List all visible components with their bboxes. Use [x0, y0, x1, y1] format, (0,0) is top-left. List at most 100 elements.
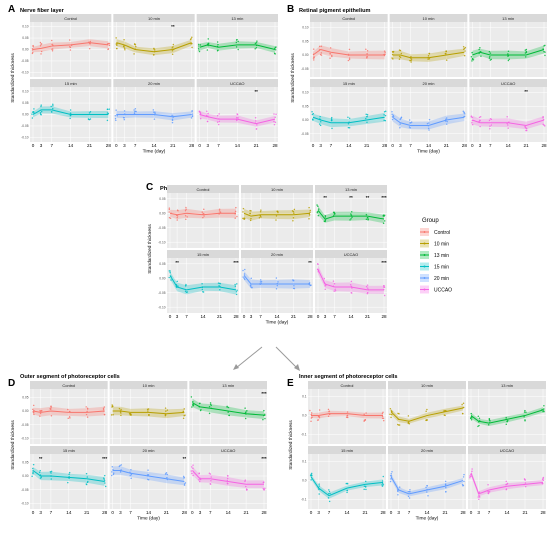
point-e-15-min-4-5: [365, 488, 367, 491]
point-a-uccao-0-4: [199, 111, 202, 113]
point-e-13-min-1-0: [477, 425, 479, 428]
strip-a-13-min: [196, 14, 278, 22]
x-tick-d-uccao-0: 0: [191, 510, 194, 515]
strip-label-d-20-min: 20 min: [142, 448, 154, 453]
legend-title: Group: [422, 218, 439, 224]
point-c-10-min-1-1: [250, 217, 252, 220]
series-line-c-13-min: [317, 210, 385, 220]
point-e-15-min-5-4: [381, 485, 384, 487]
x-tick-a-15-min-1: 3: [40, 143, 43, 148]
point-b-uccao-4-4: [525, 129, 528, 132]
point-d-20-min-0-5: [112, 472, 115, 474]
point-d-uccao-0-2: [192, 464, 194, 466]
point-d-10-min-3-5: [147, 408, 150, 410]
point-d-10-min-4-5: [164, 413, 167, 416]
point-b-uccao-3-1: [506, 116, 508, 118]
x-tick-a-uccao-2: 7: [217, 143, 220, 148]
point-d-control-2-0: [50, 406, 52, 409]
point-e-control-2-0: [327, 408, 330, 411]
strip-e-15-min: [308, 446, 386, 454]
point-b-control-3-0: [348, 57, 351, 59]
point-a-10-min-1-3: [123, 39, 125, 41]
point-b-20-min-3-2: [428, 118, 431, 121]
x-tick-e-15-min-4: 21: [362, 510, 368, 515]
x-tick-a-15-min-5: 28: [106, 143, 112, 148]
facet-c-control: Control 0.05 0.00 -0.05 -0.10: [158, 185, 239, 248]
point-e-20-min-3-4: [426, 491, 428, 493]
y-tick-d-control-2: -0.05: [21, 423, 28, 427]
panel-letter-b: B: [287, 4, 294, 15]
point-a-13-min-2-2: [217, 43, 219, 46]
point-c-control-2-2: [185, 208, 187, 210]
point-b-15-min-1-5: [318, 123, 321, 125]
point-c-13-min-4-5: [367, 218, 369, 220]
point-a-13-min-3-3: [236, 38, 238, 41]
point-c-20-min-3-1: [276, 284, 279, 287]
point-b-13-min-3-4: [507, 53, 509, 55]
point-b-13-min-4-4: [524, 49, 527, 51]
point-d-13-min-2-4: [208, 405, 211, 408]
point-a-control-5-3: [108, 44, 111, 47]
point-a-uccao-5-5: [273, 120, 275, 123]
point-b-10-min-5-5: [463, 48, 465, 50]
point-b-20-min-2-3: [408, 126, 411, 128]
point-c-uccao-2-3: [334, 288, 336, 290]
point-b-20-min-0-2: [391, 113, 393, 115]
strip-label-c-15-min: 15 min: [197, 252, 209, 257]
point-b-control-4-0: [366, 49, 369, 52]
y-tick-c-15-min-1: 0.00: [159, 276, 165, 280]
point-d-15-min-2-2: [50, 470, 53, 473]
series-line-d-control: [32, 410, 105, 413]
point-c-10-min-5-0: [308, 214, 311, 216]
point-c-15-min-4-4: [218, 284, 220, 287]
point-a-15-min-5-4: [108, 108, 110, 110]
ci-band-a-15-min: [33, 106, 109, 119]
point-a-20-min-0-1: [114, 115, 117, 117]
point-d-20-min-1-0: [120, 464, 122, 466]
x-tick-a-uccao-3: 14: [235, 143, 241, 148]
point-d-15-min-1-3: [39, 469, 41, 472]
point-e-10-min-0-4: [390, 413, 393, 416]
point-e-13-min-1-2: [477, 415, 480, 417]
point-c-13-min-0-0: [317, 205, 319, 208]
point-b-10-min-3-1: [427, 58, 429, 60]
point-d-control-2-2: [49, 408, 51, 410]
point-d-uccao-3-3: [226, 477, 229, 480]
x-tick-e-15-min-3: 14: [344, 510, 350, 515]
point-d-13-min-5-5: [264, 417, 266, 420]
x-tick-c-uccao-1: 3: [324, 314, 327, 319]
point-a-20-min-3-3: [152, 109, 155, 111]
point-e-15-min-3-5: [346, 491, 348, 494]
point-a-13-min-4-4: [256, 40, 258, 42]
strip-label-b-13-min: 13 min: [502, 16, 514, 21]
point-b-10-min-1-0: [400, 52, 403, 55]
series-line-e-uccao: [470, 472, 544, 495]
point-a-15-min-2-3: [52, 107, 54, 110]
point-d-control-4-5: [86, 407, 89, 409]
point-b-10-min-5-4: [463, 54, 466, 57]
strip-label-e-15-min: 15 min: [341, 448, 353, 453]
point-b-control-0-4: [312, 48, 315, 50]
point-e-20-min-2-2: [409, 488, 411, 491]
point-b-uccao-1-4: [479, 115, 482, 118]
point-e-20-min-3-3: [426, 485, 429, 487]
sig-label-a-10-min-4: **: [171, 24, 175, 29]
point-b-13-min-1-5: [480, 55, 482, 57]
point-b-10-min-2-4: [410, 55, 412, 58]
point-e-control-0-3: [310, 417, 313, 419]
point-d-15-min-2-5: [49, 471, 52, 473]
point-a-20-min-4-4: [171, 121, 174, 124]
panel-title-b: Retinal pigment epithelium: [299, 8, 371, 14]
point-a-10-min-0-5: [116, 47, 118, 50]
point-c-13-min-5-5: [383, 215, 385, 217]
point-d-control-5-0: [103, 406, 106, 408]
point-d-15-min-4-3: [85, 472, 88, 475]
x-tick-e-uccao-1: 3: [477, 510, 480, 515]
ci-band-e-13-min: [471, 407, 543, 426]
series-line-c-15-min: [169, 275, 237, 291]
facet-a-uccao: UCCAO ** 0 3 7 14 21 28: [196, 79, 278, 148]
point-c-uccao-1-3: [323, 277, 326, 280]
point-b-10-min-0-4: [391, 57, 393, 59]
panel-b: B Retinal pigment epithelium Standardized …: [287, 4, 547, 155]
point-e-15-min-4-3: [363, 488, 365, 491]
